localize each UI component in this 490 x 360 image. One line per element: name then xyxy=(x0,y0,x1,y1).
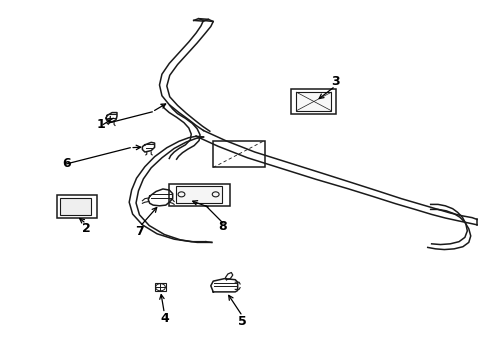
Bar xyxy=(213,140,265,167)
Text: 1: 1 xyxy=(97,118,105,131)
Bar xyxy=(169,184,230,206)
Bar xyxy=(57,195,97,218)
Text: 4: 4 xyxy=(160,311,169,325)
Bar xyxy=(296,92,331,111)
Bar xyxy=(175,186,222,203)
Text: 5: 5 xyxy=(238,315,247,328)
Bar xyxy=(292,89,336,114)
Text: 7: 7 xyxy=(136,225,145,238)
Text: 6: 6 xyxy=(62,157,71,170)
Text: 3: 3 xyxy=(331,75,340,88)
Text: 2: 2 xyxy=(82,222,91,235)
Text: 8: 8 xyxy=(219,220,227,233)
Bar xyxy=(60,198,91,215)
